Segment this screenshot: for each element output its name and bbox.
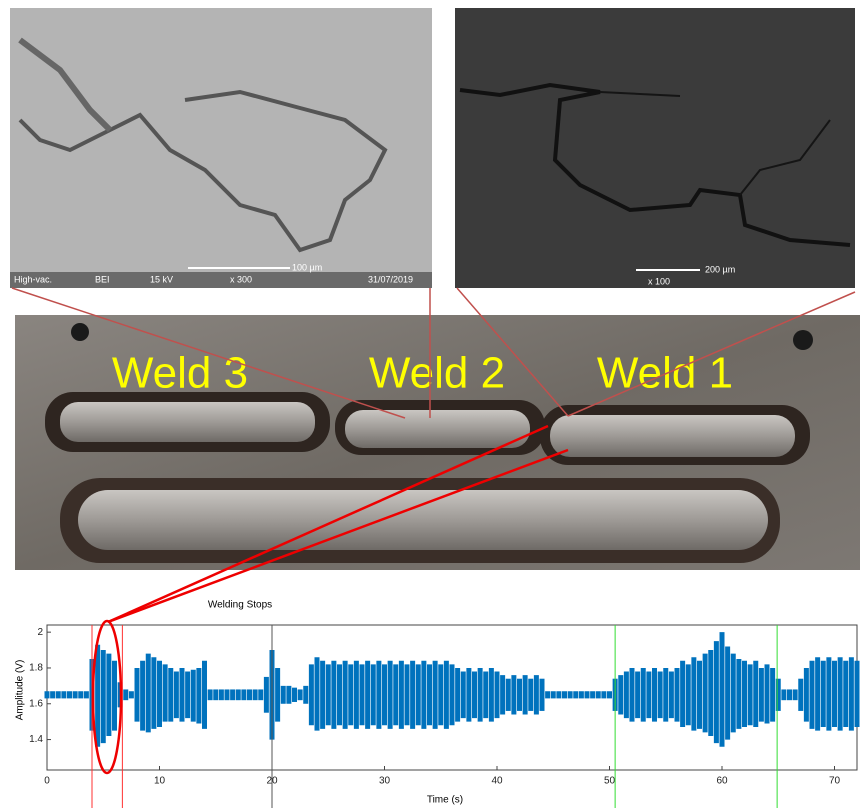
sem-scale: 200 µm <box>705 264 735 274</box>
sem-voltage: 15 kV <box>150 274 173 284</box>
figure: High-vac. BEI 15 kV x 300 100 µm 31/07/2… <box>0 0 860 809</box>
x-tick-label: 40 <box>491 776 503 787</box>
x-tick-label: 30 <box>379 776 391 787</box>
weld-photo: Weld 3 Weld 2 Weld 1 <box>15 315 860 570</box>
x-tick-label: 70 <box>829 776 841 787</box>
x-axis-label: Time (s) <box>427 795 463 806</box>
y-tick-label: 2 <box>37 627 43 638</box>
y-tick-label: 1.8 <box>29 663 43 674</box>
chart-title: Welding Stops <box>208 600 272 611</box>
sem-image-left: High-vac. BEI 15 kV x 300 100 µm 31/07/2… <box>10 8 432 288</box>
weld-label: Weld 1 <box>597 349 733 398</box>
sem-image-right: 200 µm x 100 <box>455 8 855 288</box>
y-tick-label: 1.6 <box>29 698 43 709</box>
x-tick-label: 60 <box>716 776 728 787</box>
sem-date: 31/07/2019 <box>368 274 413 284</box>
sem-mode: High-vac. <box>14 274 52 284</box>
weld-label: Weld 2 <box>369 349 505 398</box>
x-tick-label: 50 <box>604 776 616 787</box>
x-tick-label: 0 <box>44 776 50 787</box>
weld-label: Weld 3 <box>112 349 248 398</box>
sem-magnification: x 300 <box>230 274 252 284</box>
x-tick-label: 10 <box>154 776 166 787</box>
sem-scale: 100 µm <box>292 262 322 272</box>
sem-magnification: x 100 <box>648 276 670 286</box>
y-tick-label: 1.4 <box>29 734 43 745</box>
y-axis-label: Amplitude (V) <box>15 660 26 721</box>
sem-detector: BEI <box>95 274 110 284</box>
chart: Welding Stops Time (s) Amplitude (V) 0 10… <box>15 600 857 808</box>
